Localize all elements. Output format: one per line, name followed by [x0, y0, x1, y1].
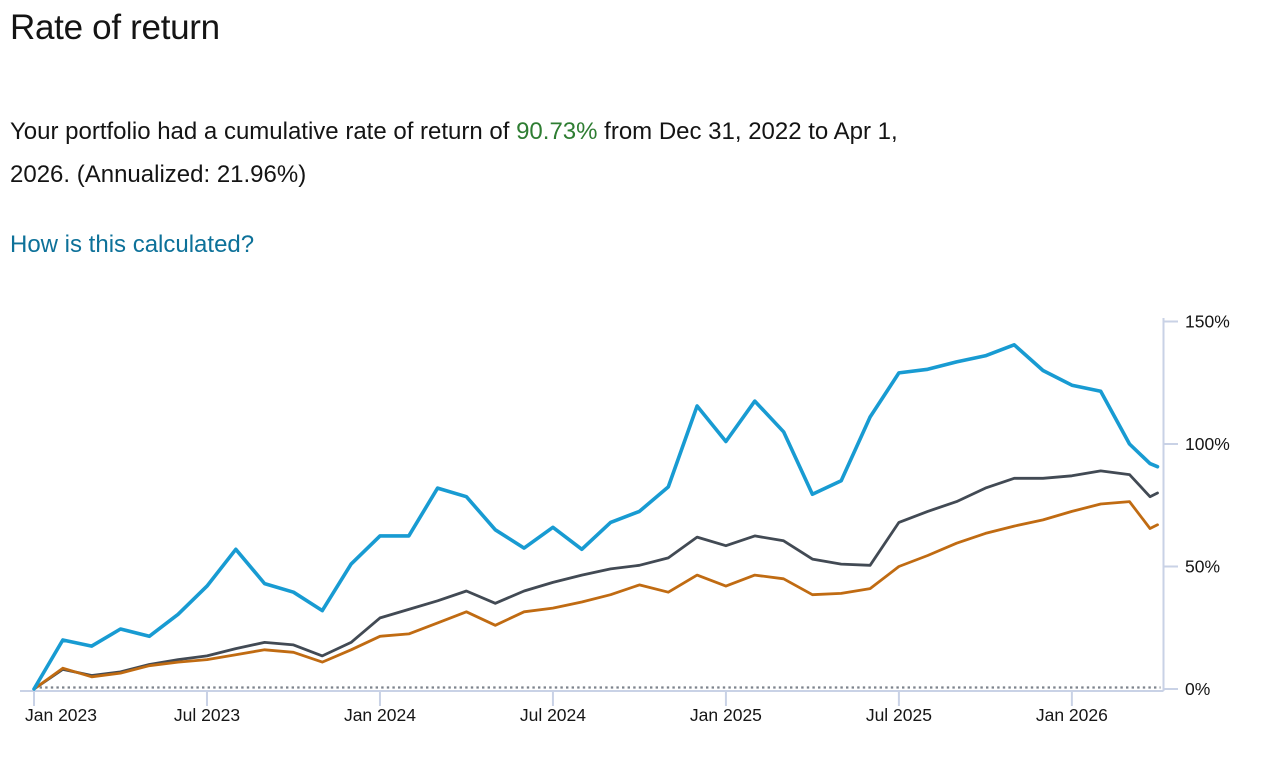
- x-axis-label: Jan 2025: [690, 705, 762, 725]
- summary-text: Your portfolio had a cumulative rate of …: [10, 110, 1250, 196]
- x-axis-label: Jan 2023: [25, 705, 97, 725]
- y-axis-label: 100%: [1185, 434, 1230, 454]
- y-axis-label: 50%: [1185, 557, 1220, 577]
- series-dark-gray-line[interactable]: [32, 469, 1159, 691]
- x-axis-label: Jul 2024: [520, 705, 586, 725]
- how-calculated-link[interactable]: How is this calculated?: [10, 231, 255, 258]
- series-blue-line[interactable]: [32, 342, 1160, 691]
- rate-of-return-chart: Jan 2023 Jul 2023 Jan 2024 Jul 2024 Jan 2025…: [20, 312, 1230, 725]
- summary-annualized: 2026. (Annualized: 21.96%): [10, 161, 307, 188]
- x-axis-label: Jul 2025: [866, 705, 932, 725]
- y-axis-label: 0%: [1185, 679, 1210, 699]
- cumulative-return-value: 90.73%: [516, 118, 598, 145]
- y-axis-label: 150%: [1185, 312, 1230, 332]
- page-title: Rate of return: [10, 8, 220, 47]
- x-axis-label: Jan 2026: [1036, 705, 1108, 725]
- summary-prefix: Your portfolio had a cumulative rate of …: [10, 118, 517, 145]
- summary-dates: from Dec 31, 2022 to Apr 1,: [597, 118, 898, 145]
- x-axis-label: Jul 2023: [174, 705, 240, 725]
- x-axis-label: Jan 2024: [344, 705, 416, 725]
- series-orange-line[interactable]: [32, 500, 1159, 691]
